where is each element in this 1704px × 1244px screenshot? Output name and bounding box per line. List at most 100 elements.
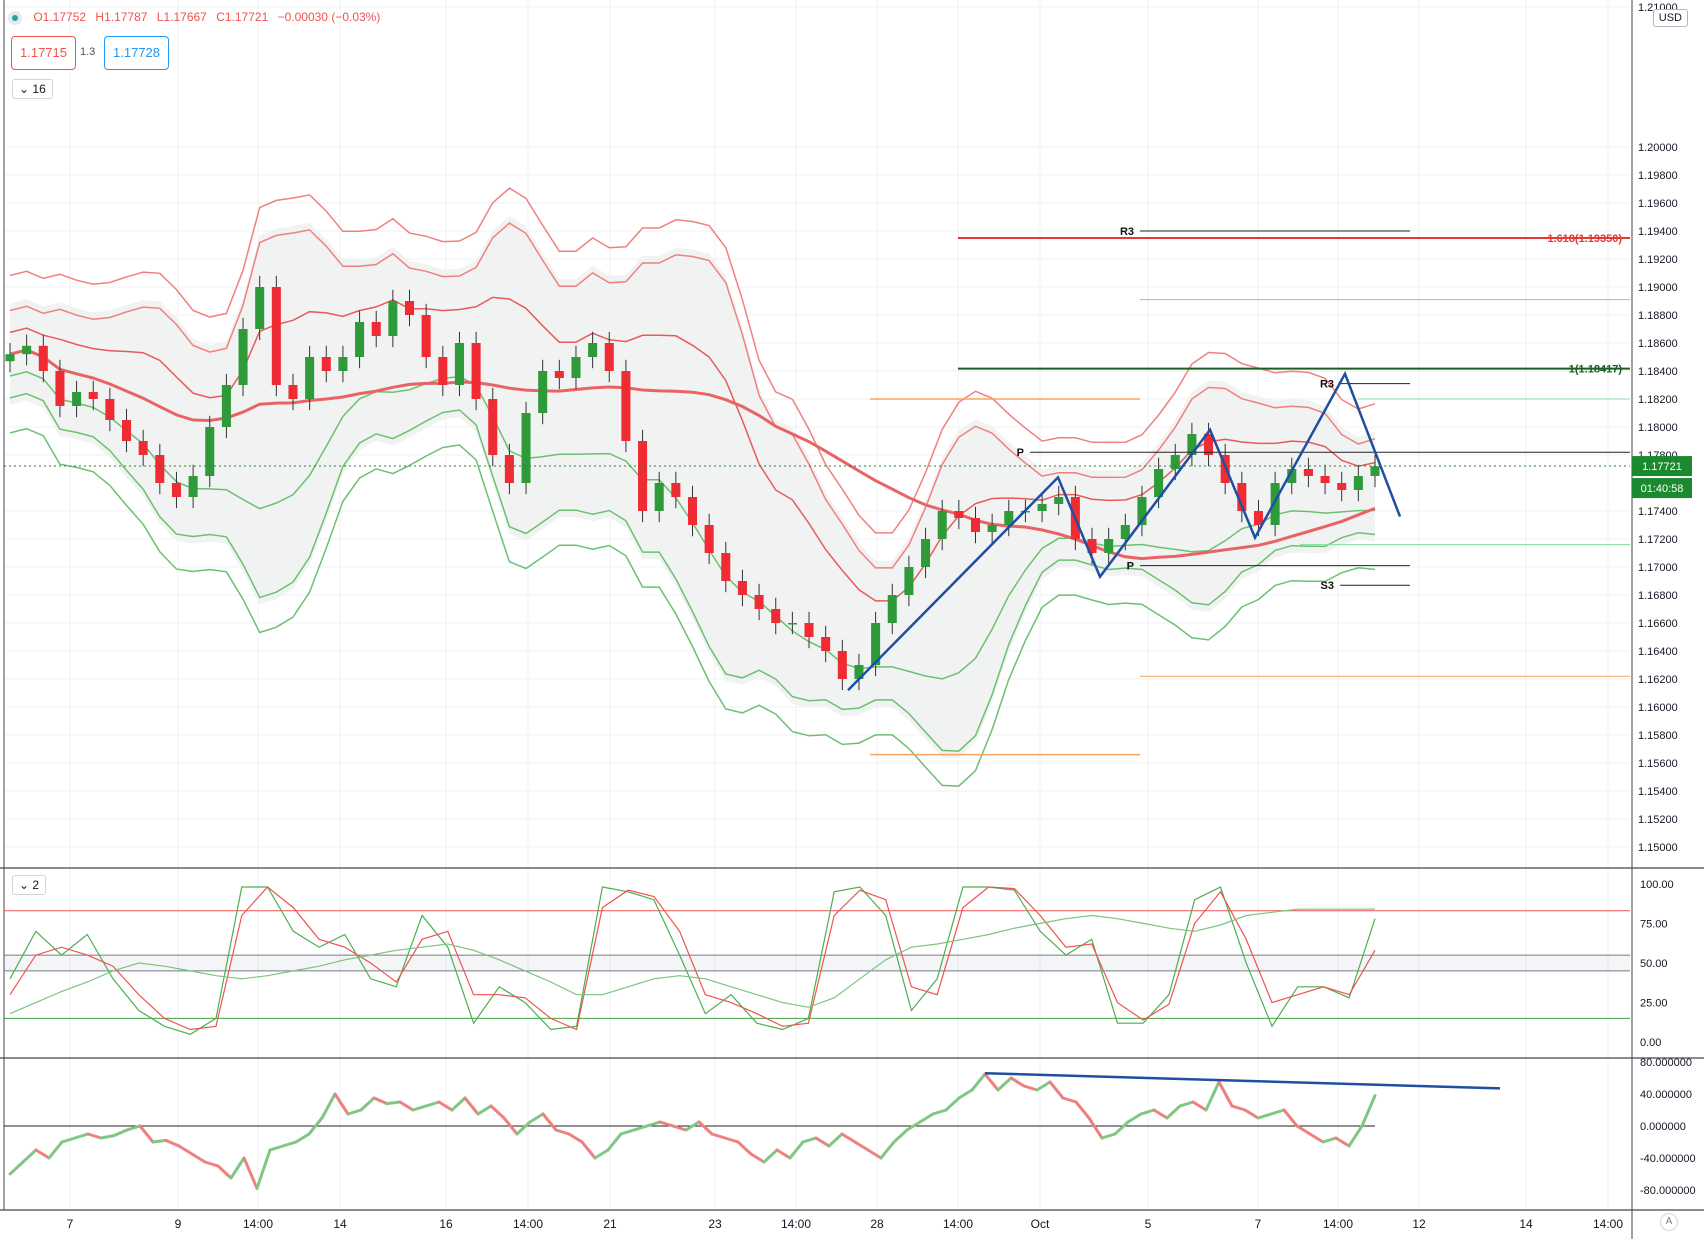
osc-segment (567, 1132, 584, 1144)
osc-segment (151, 1138, 168, 1144)
osc-segment (619, 1128, 636, 1136)
osc-segment (112, 1128, 129, 1138)
stoch-series-1 (9, 886, 1376, 1031)
candle-body (438, 357, 448, 385)
price-axis-tick-label: 1.15600 (1638, 758, 1678, 770)
osc-segment (1035, 1080, 1052, 1092)
price-axis-tick-label: 1.15200 (1638, 814, 1678, 826)
price-axis-tick-label: 1.17000 (1638, 562, 1678, 574)
osc-segment (398, 1100, 415, 1112)
osc-segment (1022, 1084, 1039, 1092)
candle-body (1270, 483, 1280, 525)
sell-button[interactable]: 1.17715 (11, 36, 76, 70)
currency-badge[interactable]: USD (1652, 9, 1688, 27)
osc-segment (1360, 1094, 1377, 1128)
market-status-icon (8, 10, 22, 25)
buy-button[interactable]: 1.17728 (104, 36, 169, 70)
candle-body (271, 287, 281, 385)
osc-segment (307, 1116, 324, 1136)
osc-segment (931, 1108, 948, 1116)
candle-body (871, 623, 881, 665)
osc-segment (8, 1160, 25, 1176)
osc-segment (996, 1076, 1013, 1092)
osc-segment (1139, 1108, 1156, 1116)
osc-segment (1165, 1104, 1182, 1120)
candle-body (72, 392, 82, 406)
osc-segment (1321, 1136, 1338, 1144)
candle-body (5, 354, 15, 362)
upper-band-outer (9, 187, 1376, 534)
candle-body (638, 441, 648, 511)
osc-segment (450, 1096, 467, 1112)
candle-body (721, 553, 731, 581)
time-axis-tick-label: 7 (67, 1217, 74, 1231)
osc-segment (242, 1156, 259, 1190)
candle-body (1154, 469, 1164, 497)
candle-body (1237, 483, 1247, 511)
time-axis-tick-label: 23 (708, 1217, 722, 1231)
osc-segment (515, 1120, 532, 1136)
stoch-series-2 (9, 908, 1375, 1015)
time-axis-tick-label: 28 (870, 1217, 884, 1231)
osc-segment (333, 1092, 350, 1116)
candle-body (221, 385, 231, 427)
osc-segment (125, 1124, 142, 1132)
auto-scale-button[interactable]: A (1660, 1213, 1678, 1231)
candle-body (504, 455, 514, 483)
osc-segment (489, 1104, 506, 1120)
osc-segment (229, 1156, 246, 1180)
time-axis-tick-label: 14:00 (943, 1217, 973, 1231)
osc-segment (775, 1148, 792, 1160)
lower-band (9, 392, 1376, 752)
spread-value: 1.3 (80, 46, 96, 58)
candle-body (987, 525, 997, 532)
long-moving-average (9, 348, 1376, 561)
price-axis-tick-label: 1.19800 (1638, 170, 1678, 182)
price-pane-indicator-count: 16 (32, 82, 46, 96)
candle-body (255, 287, 265, 329)
osc-segment (697, 1120, 714, 1136)
candle-body (854, 665, 864, 679)
legend-open: O1.17752 (33, 10, 87, 24)
osc-segment (554, 1128, 571, 1136)
osc-segment (73, 1132, 90, 1140)
osc-segment (372, 1096, 389, 1106)
osc-axis-tick-label: -80.000000 (1640, 1185, 1696, 1197)
candle-body (88, 392, 98, 399)
osc-axis-tick-label: -40.000000 (1640, 1153, 1696, 1165)
time-axis-tick-label: 14 (1519, 1217, 1533, 1231)
candle-body (1120, 525, 1130, 539)
osc-segment (528, 1112, 545, 1124)
legend-change: −0.00030 (−0.03%) (277, 10, 381, 24)
osc-segment (892, 1128, 909, 1144)
candle-body (554, 371, 564, 378)
time-axis-tick-label: 16 (439, 1217, 453, 1231)
osc-pane-collapse-button[interactable]: ⌄ 2 (12, 875, 47, 895)
candle-body (421, 315, 431, 357)
stoch-axis-tick-label: 75.00 (1640, 918, 1668, 930)
candle-body (787, 623, 797, 625)
osc-segment (580, 1140, 597, 1160)
osc-segment (47, 1140, 64, 1160)
stoch-axis-tick-label: 25.00 (1640, 998, 1668, 1010)
osc-segment (866, 1148, 883, 1160)
osc-segment (177, 1144, 194, 1156)
time-axis-tick-label: Oct (1031, 1217, 1050, 1231)
candle-body (921, 539, 931, 567)
osc-segment (60, 1136, 77, 1144)
price-axis-tick-label: 1.17200 (1638, 534, 1678, 546)
price-pane-collapse-button[interactable]: ⌄ 16 (12, 79, 53, 99)
price-axis-tick-label: 1.19400 (1638, 226, 1678, 238)
osc-segment (1126, 1112, 1143, 1124)
osc-segment (710, 1132, 727, 1140)
osc-segment (190, 1152, 207, 1164)
osc-segment (268, 1144, 285, 1152)
osc-segment (1178, 1100, 1195, 1108)
legend-low: L1.17667 (156, 10, 207, 24)
candle-body (288, 385, 298, 399)
level-label: 1(1.18417) (1569, 364, 1623, 376)
stoch-axis-tick-label: 100.00 (1640, 879, 1674, 891)
candle-body (571, 357, 581, 378)
